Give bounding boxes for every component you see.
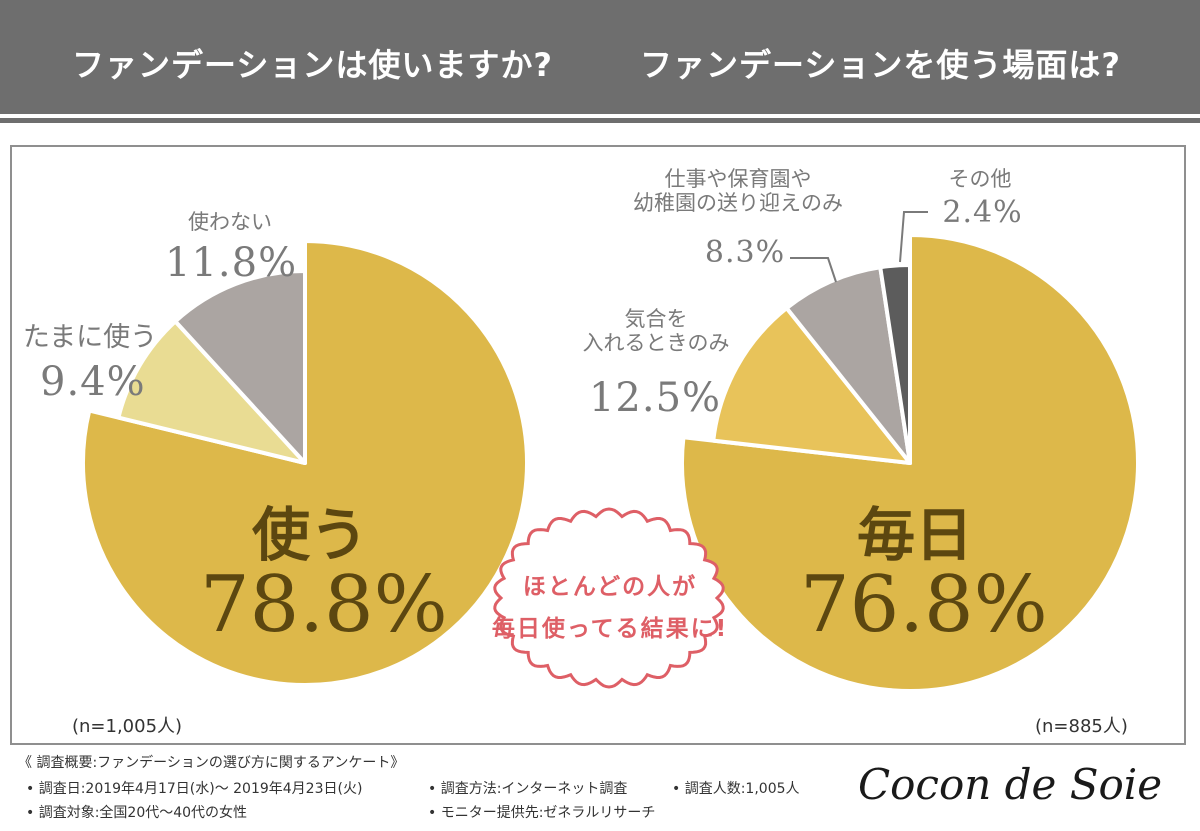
- leader-other: [899, 211, 928, 263]
- right-chart-title: ファンデーションを使う場面は?: [640, 46, 1121, 84]
- slice-label-other: その他: [948, 167, 1012, 191]
- slice-value-use: 78.8%: [200, 560, 448, 650]
- slice-label-special-line1: 気合を: [624, 307, 688, 331]
- header-bar: [0, 0, 1200, 114]
- bubble-text-line2: 毎日使ってる結果に!: [491, 616, 729, 642]
- usage-slice-2: [173, 269, 307, 465]
- chart-frame: [10, 145, 1186, 745]
- usage-slice-1: [116, 319, 307, 465]
- occasion-slice-1: [711, 306, 912, 465]
- slice-value-other: 2.4%: [942, 195, 1023, 230]
- sample-size-left: (n=1,005人): [72, 716, 183, 737]
- slice-label-sometimes: たまに使う: [22, 322, 158, 353]
- left-chart-title: ファンデーションは使いますか?: [72, 46, 553, 84]
- bubble-text-line1: ほとんどの人が: [522, 574, 698, 600]
- occasion-slice-3: [878, 263, 912, 465]
- pie-chart-usage: [81, 239, 529, 687]
- sample-size-right: (n=885人): [1035, 716, 1128, 737]
- survey-target: • 調査対象:全国20代〜40代の女性: [26, 805, 248, 821]
- slice-label-not-use: 使わない: [188, 210, 272, 234]
- occasion-slice-0: [680, 233, 1140, 693]
- leader-commute: [790, 257, 837, 283]
- slice-value-special: 12.5%: [588, 375, 722, 421]
- slice-label-daily: 毎日: [856, 501, 973, 569]
- survey-summary: 《 調査概要:ファンデーションの選び方に関するアンケート》: [18, 755, 405, 771]
- slice-value-not-use: 11.8%: [165, 240, 298, 286]
- brand-logo: Cocon de Soie: [858, 760, 1163, 809]
- speech-bubble: [493, 507, 725, 689]
- slice-value-sometimes: 9.4%: [40, 359, 146, 405]
- header-divider: [0, 118, 1200, 123]
- slice-label-commute-line2: 幼稚園の送り迎えのみ: [633, 190, 843, 215]
- slice-label-special-line2: 入れるときのみ: [582, 330, 730, 355]
- slice-label-use: 使う: [251, 501, 368, 569]
- pie-chart-occasion: [680, 233, 1140, 693]
- survey-method: • 調査方法:インターネット調査: [428, 781, 628, 797]
- slice-label-commute-line1: 仕事や保育園や: [664, 167, 812, 191]
- leader-lines: [790, 211, 928, 283]
- slice-label-commute: 仕事や保育園や 幼稚園の送り迎えのみ: [608, 167, 868, 215]
- survey-count: • 調査人数:1,005人: [672, 781, 800, 797]
- slice-value-commute: 8.3%: [704, 235, 786, 270]
- slice-label-special: 気合を 入れるときのみ: [556, 307, 756, 355]
- survey-date: • 調査日:2019年4月17日(水)〜 2019年4月23日(火): [26, 781, 363, 797]
- survey-provider: • モニター提供先:ゼネラルリサーチ: [428, 805, 656, 821]
- slice-value-daily: 76.8%: [800, 560, 1048, 650]
